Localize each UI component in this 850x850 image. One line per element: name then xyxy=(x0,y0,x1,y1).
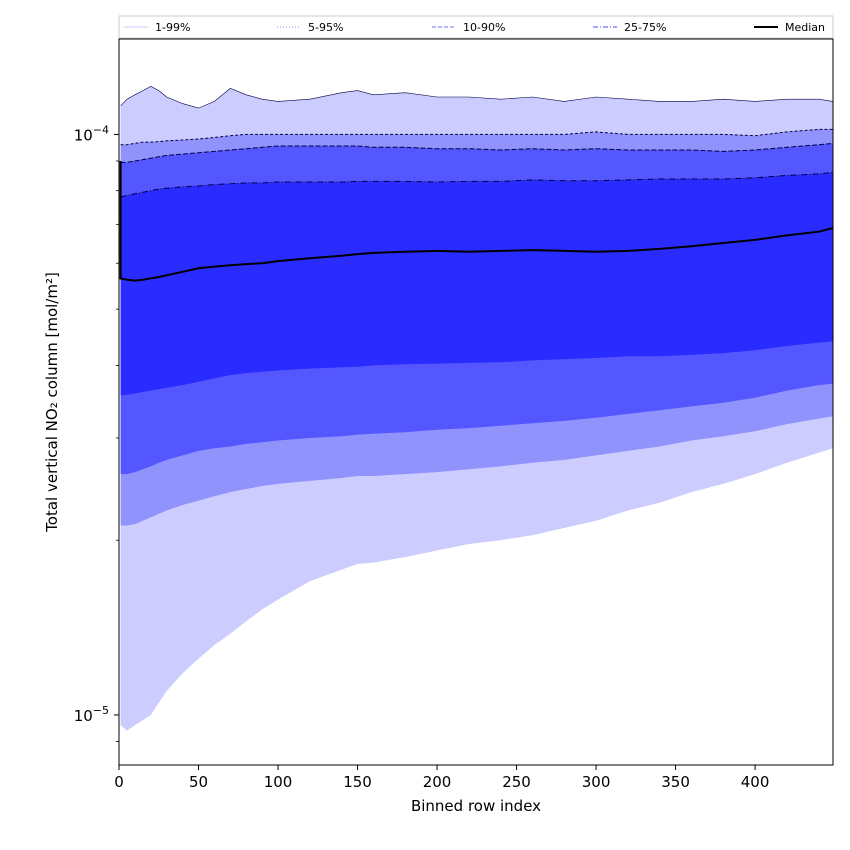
legend-label: 25-75% xyxy=(624,21,666,34)
plot-frame xyxy=(118,38,834,766)
band-upper-edge-1-99% xyxy=(120,86,834,109)
x-tick-label: 350 xyxy=(661,773,690,791)
x-tick-label: 100 xyxy=(264,773,293,791)
x-axis-label: Binned row index xyxy=(411,797,541,815)
x-tick-label: 400 xyxy=(741,773,770,791)
percentile-bands xyxy=(120,86,834,731)
band-edge-lines xyxy=(120,86,834,198)
legend-label: 1-99% xyxy=(155,21,190,34)
legend-box xyxy=(118,15,834,39)
x-axis-ticks: 0 50 100 150 200 250 300 350 400 xyxy=(114,765,769,791)
x-tick-label: 150 xyxy=(343,773,372,791)
legend: 1-99% 5-95% 10-90% 25-75% Median xyxy=(118,15,834,39)
legend-label: Median xyxy=(785,21,825,34)
x-tick-label: 200 xyxy=(423,773,452,791)
band-upper-edge-10-90% xyxy=(120,142,834,163)
median-line xyxy=(119,161,834,282)
median-layer xyxy=(119,161,834,282)
y-tick-label: 10−4 xyxy=(74,123,109,144)
band-upper-edge-5-95% xyxy=(120,128,833,146)
band-25-75% xyxy=(120,172,834,396)
legend-label: 10-90% xyxy=(463,21,505,34)
x-tick-label: 50 xyxy=(189,773,208,791)
y-tick-label: 10−5 xyxy=(74,704,109,725)
band-upper-edge-25-75% xyxy=(120,171,834,198)
x-tick-label: 0 xyxy=(114,773,124,791)
legend-label: 5-95% xyxy=(308,21,343,34)
y-axis-label: Total vertical NO₂ column [mol/m²] xyxy=(43,272,61,533)
x-tick-label: 300 xyxy=(582,773,611,791)
y-axis-ticks: 10−5 10−4 xyxy=(74,123,119,742)
x-tick-label: 250 xyxy=(502,773,531,791)
